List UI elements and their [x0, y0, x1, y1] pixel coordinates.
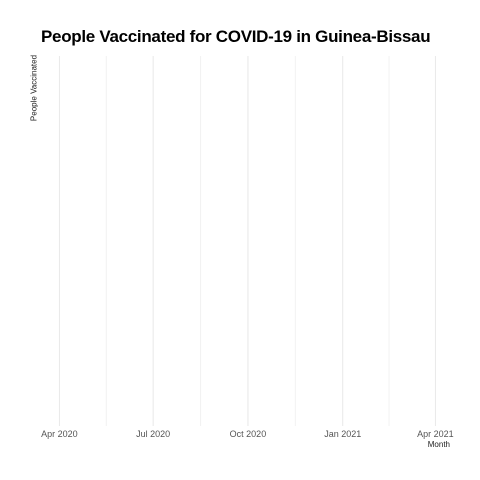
- x-tick-label: Oct 2020: [230, 429, 267, 439]
- x-tick-label: Apr 2021: [417, 429, 454, 439]
- x-tick-label: Apr 2020: [41, 429, 78, 439]
- x-tick-label: Jan 2021: [324, 429, 361, 439]
- x-tick-label: Jul 2020: [136, 429, 170, 439]
